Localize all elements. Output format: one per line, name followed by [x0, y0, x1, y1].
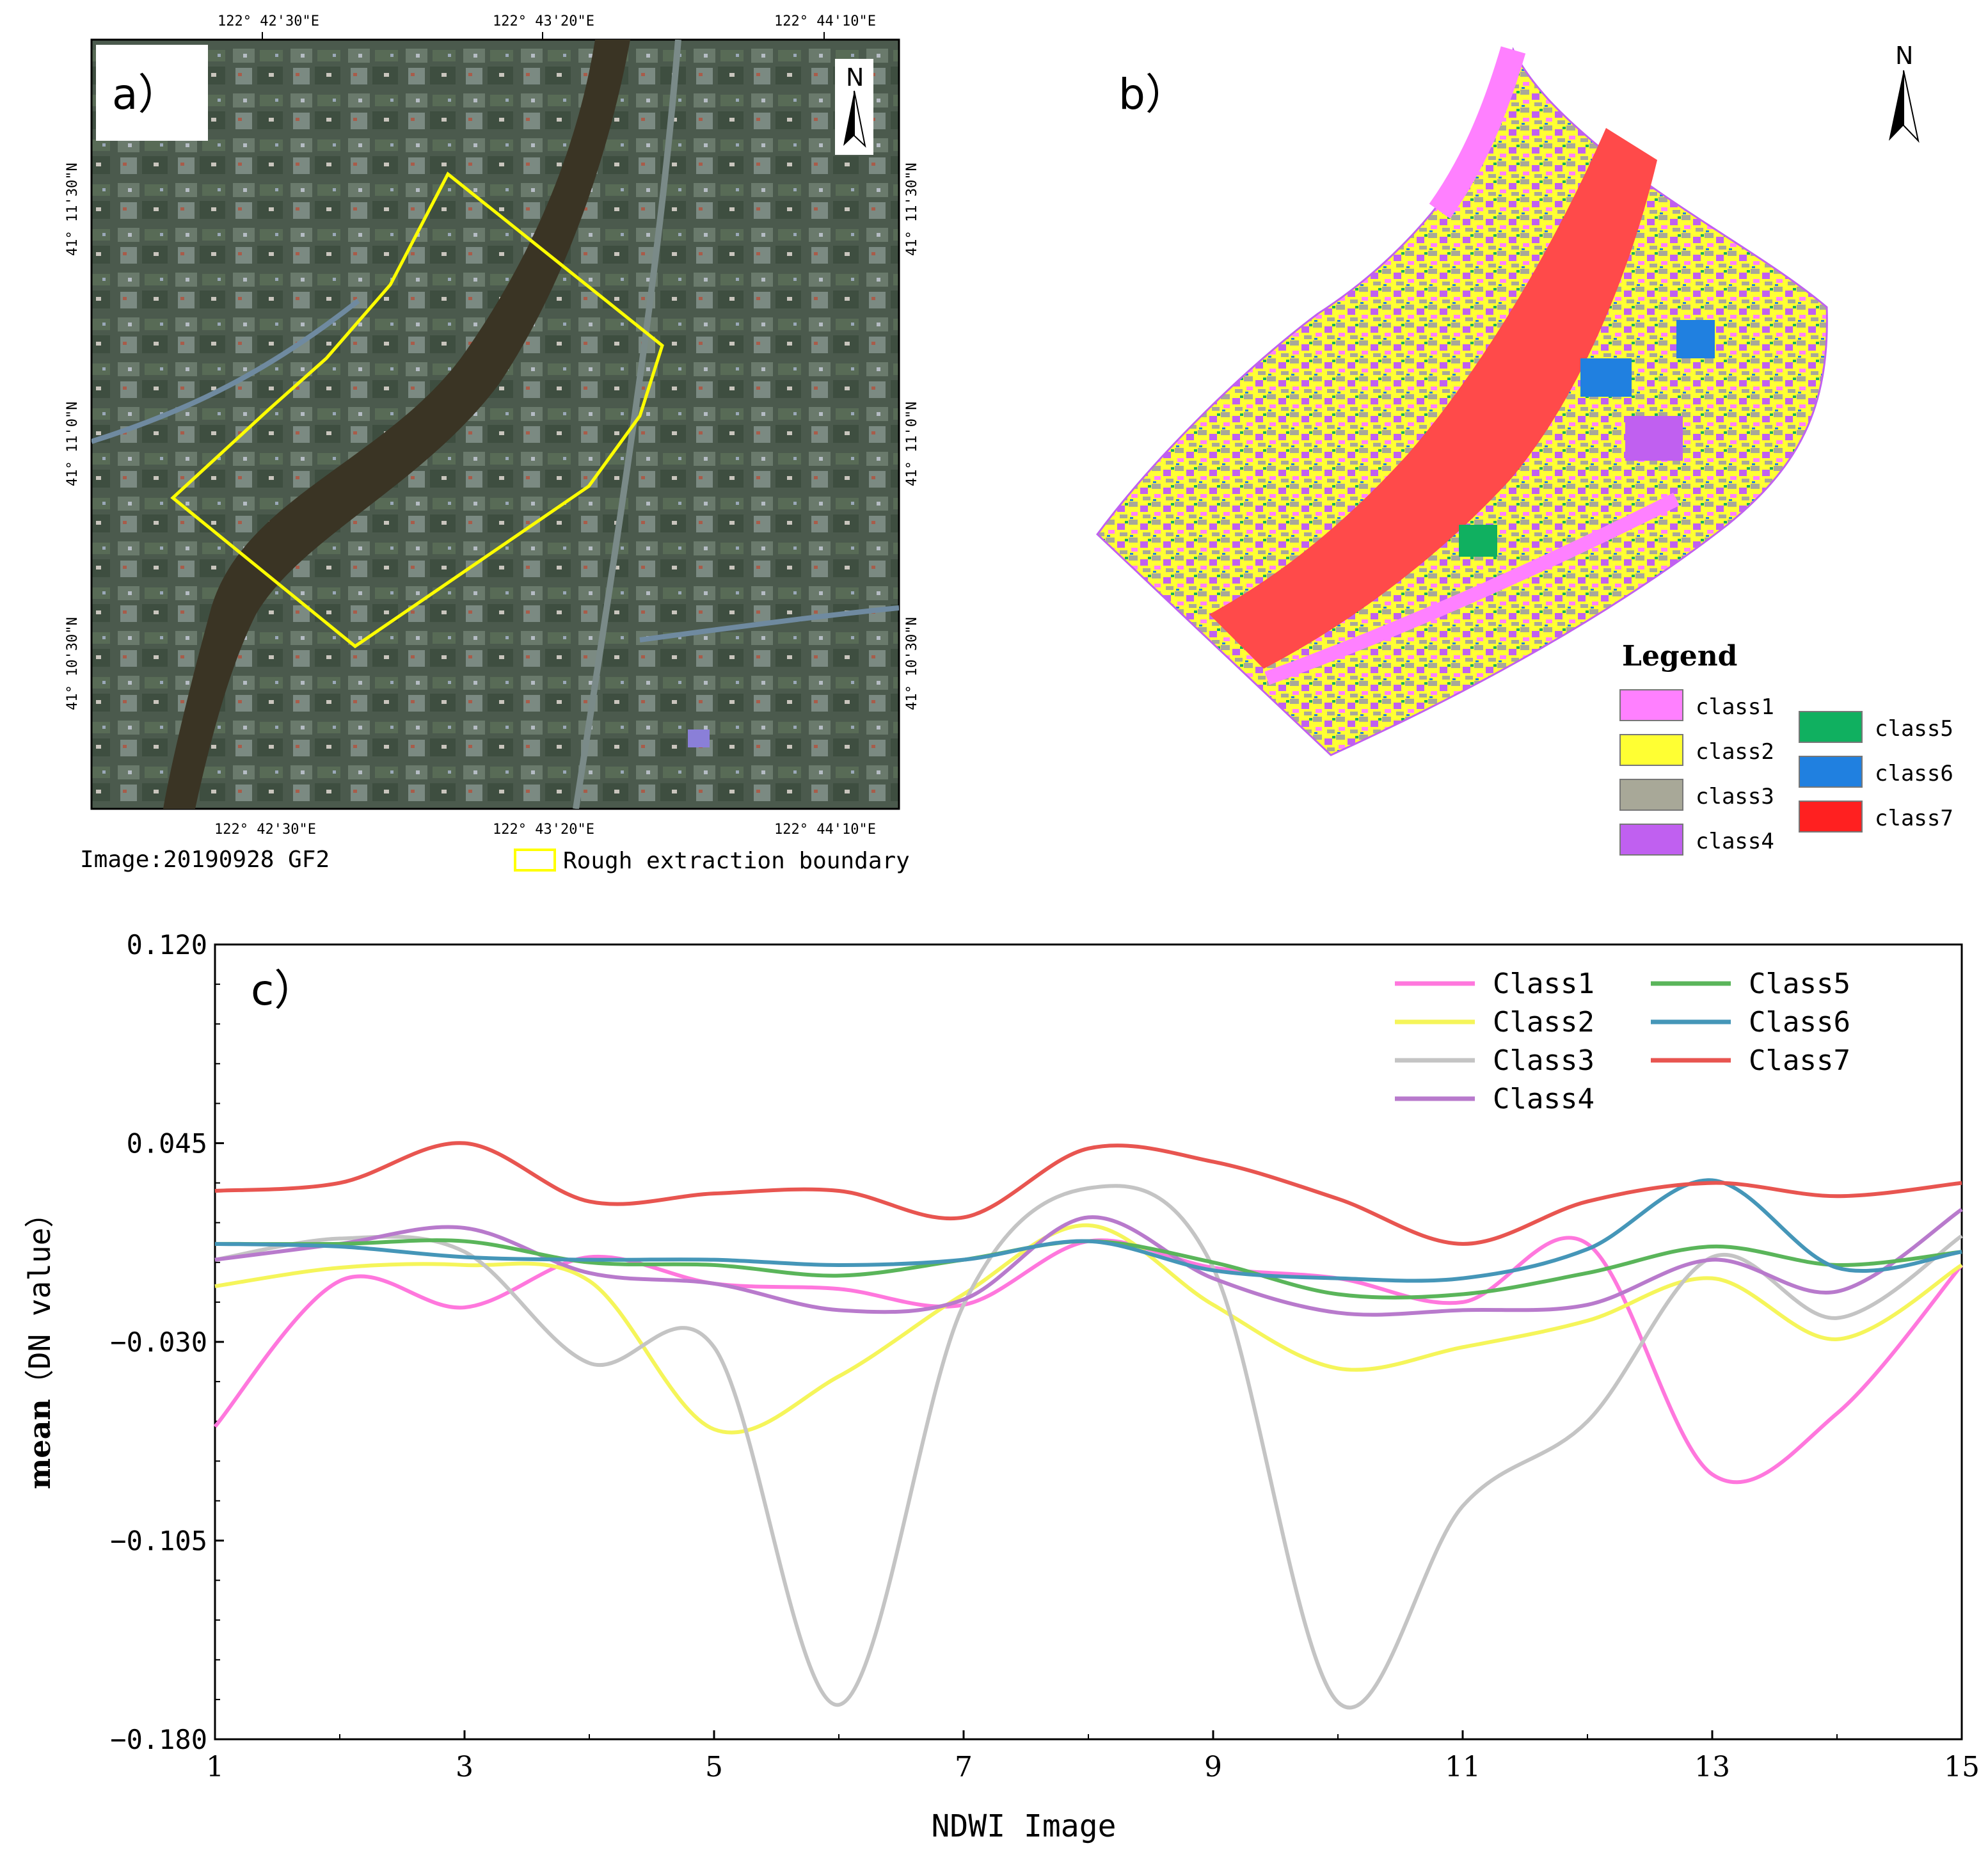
class-legend: class1 class2 class3 class4 class5 class6 clas… — [1619, 689, 1953, 856]
panel-c-label: c） — [251, 966, 316, 1015]
class7-river — [1209, 128, 1657, 669]
legend-swatch-class7 — [1799, 801, 1863, 833]
panel-a-label-box — [96, 45, 208, 141]
lon-tick-bottom-2: 122° 43'20"E — [493, 822, 594, 838]
lon-tick-top-2: 122° 43'20"E — [493, 13, 594, 29]
x-tick-label: 13 — [1694, 1751, 1730, 1783]
chart-legend-label-class7: Class7 — [1749, 1044, 1850, 1077]
chart-legend: Class1 Class2 Class3 Class4 Class5 Class6 Clas… — [1395, 968, 1850, 1115]
boundary-legend-label: Rough extraction boundary — [563, 848, 910, 874]
legend-label-class4: class4 — [1696, 829, 1774, 854]
rough-extraction-boundary — [170, 171, 664, 649]
y-tick-label: 0.045 — [127, 1128, 207, 1160]
series-line-class3 — [214, 1184, 1963, 1710]
lat-tick-left-3: 41° 10'30"N — [65, 617, 81, 710]
y-axis-title: mean（DN value） — [22, 1199, 57, 1490]
y-tick-label: −0.105 — [110, 1526, 207, 1557]
chart-legend-label-class4: Class4 — [1493, 1083, 1594, 1115]
chart-legend-label-class1: Class1 — [1493, 968, 1594, 1000]
legend-swatch-class1 — [1619, 689, 1683, 721]
legend-label-class2: class2 — [1696, 739, 1774, 765]
lat-tick-right-3: 41° 10'30"N — [904, 617, 920, 710]
lat-ticks: 41° 11'30"N 41° 11'0"N 41° 10'30"N 41° 1… — [65, 163, 920, 710]
series-lines — [213, 1141, 1964, 1710]
y-tick-label: −0.030 — [110, 1327, 207, 1358]
y-tick-label: −0.180 — [110, 1724, 207, 1755]
lat-tick-right-2: 41° 11'0"N — [904, 402, 920, 486]
series-line-class7 — [214, 1141, 1962, 1246]
series-line-class4 — [214, 1207, 1963, 1317]
chart-legend-label-class3: Class3 — [1493, 1044, 1594, 1077]
panel-a: a） N 122° 42'30"E 122° 43'20"E 122° 44'1… — [65, 13, 920, 874]
image-caption: Image:20190928 GF2 — [80, 847, 330, 873]
panel-b-label: b） — [1118, 70, 1188, 119]
series-line-class1 — [213, 1236, 1964, 1485]
plot-frame — [214, 943, 1963, 1741]
lon-tick-top-1: 122° 42'30"E — [218, 13, 319, 29]
y-tick-label: 0.120 — [127, 929, 207, 960]
y-axis: 0.120 0.045 −0.030 −0.105 −0.180 — [110, 929, 224, 1755]
chart-legend-label-class5: Class5 — [1749, 968, 1850, 1000]
boundary-legend-swatch — [514, 849, 556, 872]
legend-swatch-class4 — [1619, 824, 1683, 856]
chart-legend-label-class2: Class2 — [1493, 1006, 1594, 1039]
lat-tick-left-2: 41° 11'0"N — [65, 402, 81, 486]
lon-tick-top-3: 122° 44'10"E — [774, 13, 876, 29]
lat-tick-right-1: 41° 11'30"N — [904, 163, 920, 256]
panel-b-north-label: N — [1895, 42, 1913, 70]
panel-a-label: a） — [112, 70, 180, 119]
legend-label-class3: class3 — [1696, 784, 1774, 809]
series-line-class5 — [214, 1238, 1962, 1300]
x-axis-title: NDWI Image — [932, 1808, 1117, 1844]
legend-swatch-class6 — [1799, 756, 1863, 788]
panel-b: b） N Legend class1class2class3class4clas… — [1096, 42, 1953, 856]
legend-label-class1: class1 — [1696, 694, 1774, 720]
lon-tick-bottom-1: 122° 42'30"E — [214, 822, 316, 838]
panel-a-north-label: N — [846, 63, 864, 92]
legend-label-class5: class5 — [1875, 716, 1953, 742]
lon-tick-bottom-3: 122° 44'10"E — [774, 822, 876, 838]
legend-label-class7: class7 — [1875, 806, 1953, 831]
x-tick-label: 15 — [1944, 1751, 1980, 1783]
x-tick-label: 9 — [1204, 1751, 1222, 1783]
river — [163, 40, 630, 809]
lon-ticks: 122° 42'30"E 122° 43'20"E 122° 44'10"E 1… — [214, 13, 876, 838]
legend-label-class6: class6 — [1875, 761, 1953, 786]
legend-swatch-class5 — [1799, 711, 1863, 743]
legend-title: Legend — [1622, 640, 1737, 673]
x-tick-label: 5 — [705, 1751, 723, 1783]
legend-swatch-class3 — [1619, 779, 1683, 811]
series-line-class6 — [214, 1178, 1962, 1283]
x-axis: 1 3 5 7 9 11 13 15 — [206, 1730, 1980, 1783]
series-line-class2 — [214, 1223, 1963, 1435]
chart-legend-label-class6: Class6 — [1749, 1006, 1850, 1039]
x-tick-label: 1 — [206, 1751, 224, 1783]
x-tick-label: 7 — [955, 1751, 973, 1783]
x-tick-label: 11 — [1445, 1751, 1481, 1783]
lat-tick-left-1: 41° 11'30"N — [65, 163, 81, 256]
x-tick-label: 3 — [456, 1751, 473, 1783]
legend-swatch-class2 — [1619, 734, 1683, 766]
